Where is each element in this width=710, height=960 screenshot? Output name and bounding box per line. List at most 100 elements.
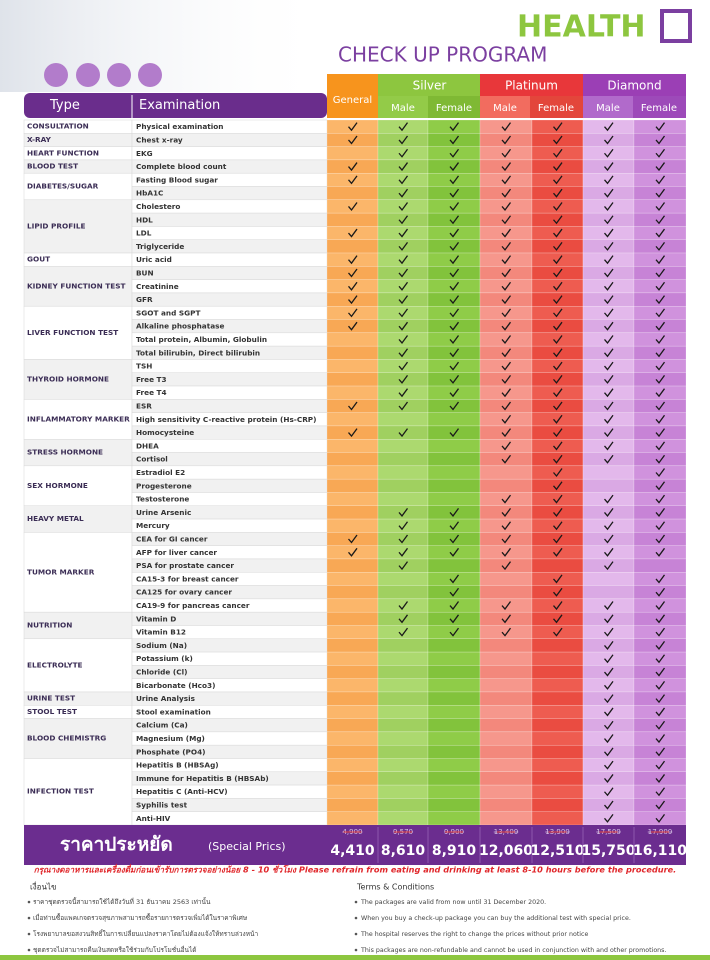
package-cell [582, 359, 635, 373]
checkmark [553, 601, 563, 611]
checkmark [449, 587, 460, 597]
package-cell [582, 199, 635, 214]
package-cell [377, 651, 429, 666]
package-cell [582, 119, 635, 134]
package-cell [479, 412, 533, 427]
checkmark [501, 175, 512, 185]
package-cell [377, 452, 429, 467]
exam-label: Testosterone [136, 495, 189, 504]
female-header [633, 96, 686, 118]
package-cell [326, 492, 379, 506]
package-cell [326, 292, 379, 307]
package-cell [531, 452, 584, 467]
exam-label: Estradiol E2 [136, 468, 185, 477]
package-cell [326, 598, 379, 613]
checkmark [501, 335, 512, 345]
package-cell [377, 691, 429, 706]
checkmark [501, 228, 512, 238]
exam-label: Anti-HIV [136, 814, 171, 823]
package-cell [633, 784, 687, 799]
package-cell [427, 798, 481, 812]
checkmark [553, 175, 563, 185]
checkmark [655, 202, 666, 212]
checkmark [501, 561, 512, 571]
checkmark [553, 361, 563, 371]
package-cell [633, 532, 687, 546]
package-cell [633, 731, 687, 746]
checkmark [398, 348, 409, 358]
checkmark [449, 135, 460, 145]
checkmark [449, 241, 460, 251]
checkmark [501, 521, 512, 531]
package-cell [479, 146, 533, 161]
checkmark [501, 255, 512, 265]
bullet [354, 916, 358, 920]
checkmark [655, 401, 666, 411]
type-label: GOUT [27, 255, 50, 264]
package-cell [377, 425, 429, 440]
package-cell [582, 771, 635, 786]
package-cell [427, 146, 481, 161]
package-cell [377, 718, 429, 733]
checkmark [655, 654, 666, 664]
package-cell [377, 359, 429, 373]
bottom-strip [0, 955, 710, 960]
checkmark [398, 228, 409, 238]
exam-label: Homocysteine [136, 428, 194, 437]
title: HEALTH [517, 10, 646, 45]
checkmark [398, 361, 409, 371]
package-cell [377, 306, 429, 320]
checkmark [604, 547, 614, 557]
package-cell [582, 252, 635, 267]
exam-cell [131, 266, 328, 280]
package-cell [326, 532, 379, 546]
checkmark [553, 321, 563, 331]
checkmark [449, 148, 460, 158]
package-cell [427, 239, 481, 254]
package-cell [377, 226, 429, 240]
general-header [327, 74, 378, 118]
bullet [27, 932, 31, 936]
package-cell [633, 173, 687, 187]
checkmark [604, 348, 614, 358]
checkmark [553, 255, 563, 265]
package-cell [531, 625, 584, 639]
package-cell [427, 399, 481, 413]
package-cell [326, 119, 379, 134]
checkmark [655, 667, 666, 677]
package-cell [633, 133, 687, 147]
package-cell [531, 651, 584, 666]
checkmark [501, 428, 512, 438]
checkmark [604, 454, 614, 464]
package-cell [633, 385, 687, 400]
package-cell [479, 585, 533, 600]
male-header [583, 96, 633, 118]
checkmark [604, 813, 614, 823]
exam-label: Free T3 [136, 375, 167, 384]
package-cell [479, 306, 533, 320]
package-cell [326, 572, 379, 586]
package-cell [377, 625, 429, 639]
package-cell [326, 425, 379, 440]
checkmark [553, 521, 563, 531]
package-cell [582, 492, 635, 506]
checkmark [604, 335, 614, 345]
checkmark [655, 614, 666, 624]
conditions-title: Terms & Conditions [356, 883, 434, 892]
package-cell [479, 505, 533, 520]
exam-label: Fasting Blood sugar [136, 175, 218, 184]
checkmark [553, 614, 563, 624]
checkmark [604, 800, 614, 810]
exam-label: EKG [136, 149, 153, 158]
package-cell [427, 359, 481, 373]
checkmark [348, 122, 358, 132]
checkmark [449, 547, 460, 557]
package-cell [326, 372, 379, 387]
package-cell [633, 199, 687, 214]
checkmark [604, 321, 614, 331]
checkmark [604, 228, 614, 238]
checkmark [604, 601, 614, 611]
exam-label: PSA for prostate cancer [136, 561, 234, 570]
header-text: Female [436, 103, 472, 114]
package-cell [479, 452, 533, 467]
